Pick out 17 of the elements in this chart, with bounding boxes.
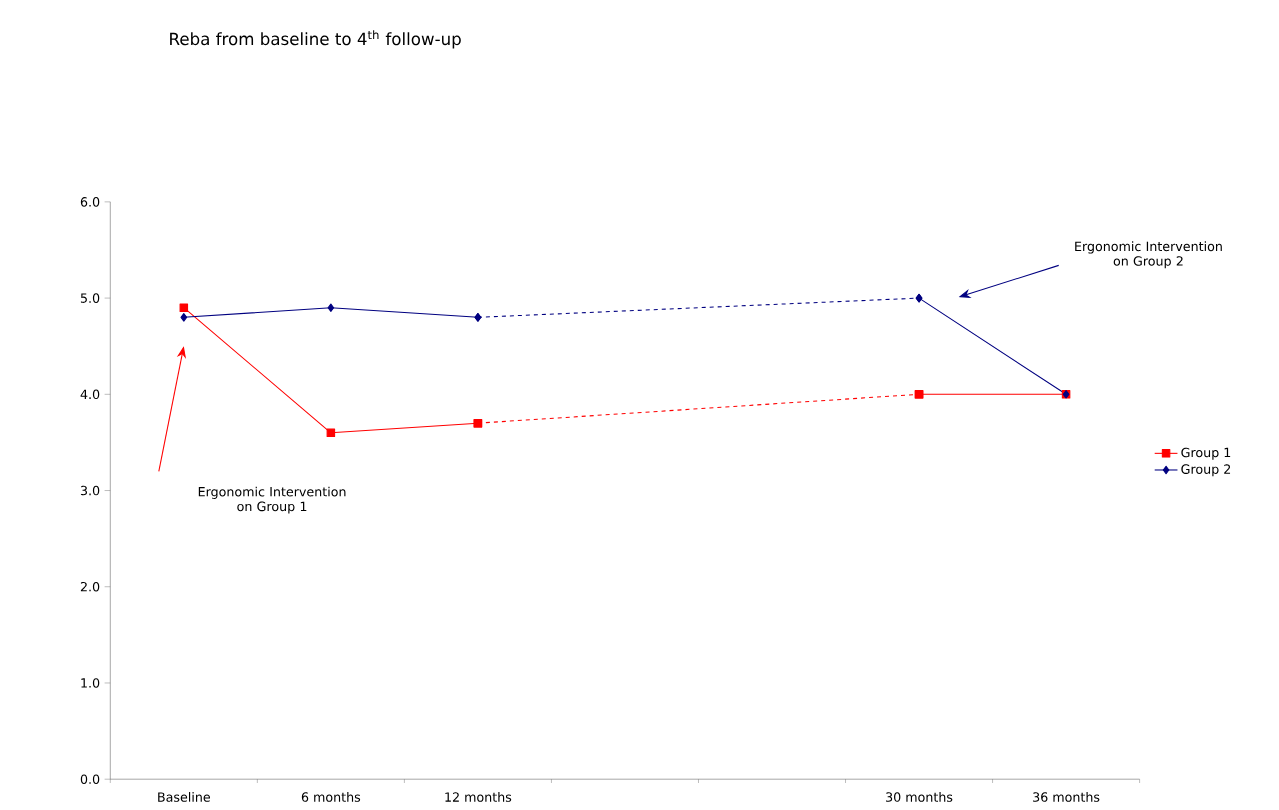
x-tick-label: 36 months	[1033, 792, 1100, 802]
y-tick-label: 2.0	[80, 581, 100, 592]
y-tick-label: 5.0	[80, 293, 100, 303]
x-tick-label: 6 months	[301, 792, 361, 802]
y-tick-label: 4.0	[80, 389, 100, 400]
legend-label: Group 2	[1181, 464, 1231, 477]
y-tick-label: 0.0	[80, 774, 100, 784]
chart-title: Reba from baseline to 4$^{th}$ follow-up	[170, 30, 461, 49]
annotation: Ergonomic Intervention on Group 1	[198, 486, 346, 514]
annotation: Ergonomic Intervention on Group 2	[1075, 241, 1222, 269]
legend-label: Group 1	[1181, 447, 1231, 460]
y-tick-label: 6.0	[80, 197, 100, 207]
x-tick-label: 30 months	[886, 792, 953, 802]
x-tick-label: Baseline	[158, 792, 211, 802]
y-tick-label: 3.0	[80, 485, 100, 496]
x-tick-label: 12 months	[445, 792, 512, 802]
y-tick-label: 1.0	[81, 678, 100, 688]
